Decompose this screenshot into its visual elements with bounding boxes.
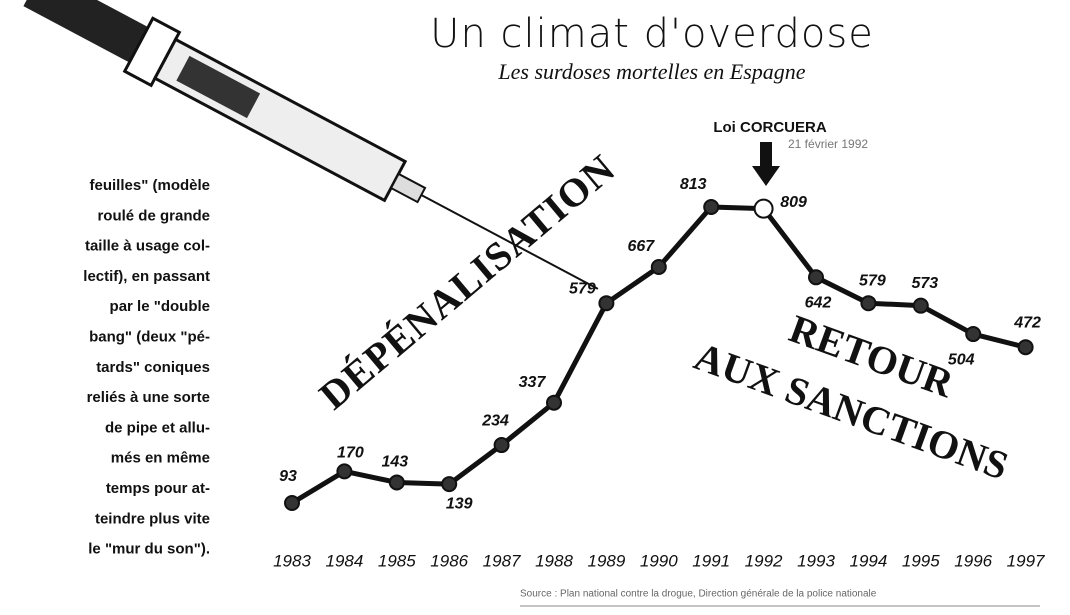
x-tick-label: 1984: [325, 551, 363, 570]
data-label: 337: [519, 374, 547, 391]
side-text-line: més en même: [111, 450, 210, 467]
side-text-line: roulé de grande: [97, 207, 210, 224]
x-tick-label: 1983: [273, 551, 311, 570]
x-tick-label: 1992: [745, 551, 783, 570]
data-label: 579: [859, 272, 886, 289]
data-label: 472: [1013, 314, 1041, 331]
data-label: 813: [680, 176, 707, 193]
syringe-content: [176, 55, 261, 119]
data-point: [493, 437, 510, 454]
x-tick-label: 1988: [535, 551, 573, 570]
x-tick-label: 1996: [954, 551, 992, 570]
law-date: 21 février 1992: [788, 137, 868, 151]
side-text-line: taille à usage col-: [85, 238, 210, 255]
data-label: 579: [569, 280, 596, 297]
x-tick-label: 1986: [430, 551, 468, 570]
data-point: [753, 198, 774, 219]
data-point: [912, 297, 929, 314]
side-text-line: tards" coniques: [96, 359, 210, 376]
data-point: [965, 326, 982, 343]
data-point: [860, 295, 877, 312]
law-annotation: Loi CORCUERA: [713, 119, 826, 136]
x-tick-label: 1989: [587, 551, 625, 570]
data-label: 143: [381, 454, 408, 471]
side-text-line: feuilles" (modèle: [90, 177, 210, 194]
data-label: 642: [805, 295, 832, 312]
syringe-plunger: [23, 0, 149, 63]
x-tick-label: 1990: [640, 551, 678, 570]
x-tick-label: 1995: [902, 551, 940, 570]
data-point: [284, 495, 300, 511]
side-text-line: reliés à une sorte: [87, 389, 210, 406]
data-label: 170: [337, 445, 364, 462]
data-label: 93: [279, 468, 297, 485]
side-text-line: temps pour at-: [106, 480, 210, 497]
data-label: 234: [481, 412, 509, 429]
data-label: 573: [911, 275, 938, 292]
side-text-line: lectif), en passant: [83, 268, 210, 285]
data-point: [546, 394, 562, 411]
side-text-line: le "mur du son").: [88, 541, 210, 558]
syringe-hub: [389, 172, 427, 204]
x-tick-label: 1993: [797, 551, 835, 570]
x-tick-label: 1994: [849, 551, 887, 570]
side-text-line: teindre plus vite: [95, 510, 210, 527]
syringe-needle: [420, 194, 599, 290]
data-point: [808, 269, 824, 286]
x-tick-label: 1991: [692, 551, 730, 570]
data-point: [1017, 339, 1034, 356]
data-point: [650, 259, 667, 276]
x-tick-label: 1997: [1007, 551, 1045, 570]
data-point: [441, 476, 458, 493]
data-label: 667: [627, 238, 655, 255]
chart-title: Un climat d'overdose: [430, 11, 874, 57]
side-text-line: par le "double: [110, 298, 210, 315]
chart-subtitle: Les surdoses mortelles en Espagne: [497, 59, 805, 84]
side-text-line: de pipe et allu-: [105, 419, 210, 436]
data-label: 809: [780, 194, 807, 211]
data-point: [703, 199, 720, 215]
data-point: [388, 474, 405, 491]
x-tick-label: 1985: [378, 551, 416, 570]
data-point: [598, 295, 615, 312]
data-point: [336, 463, 353, 480]
law-arrow: [752, 142, 780, 186]
data-label: 504: [948, 351, 975, 368]
syringe-illustration: [23, 0, 599, 290]
data-label: 139: [446, 495, 473, 512]
x-tick-label: 1987: [483, 551, 521, 570]
side-text-line: bang" (deux "pé-: [89, 328, 210, 345]
source-note: Source : Plan national contre la drogue,…: [520, 589, 877, 600]
